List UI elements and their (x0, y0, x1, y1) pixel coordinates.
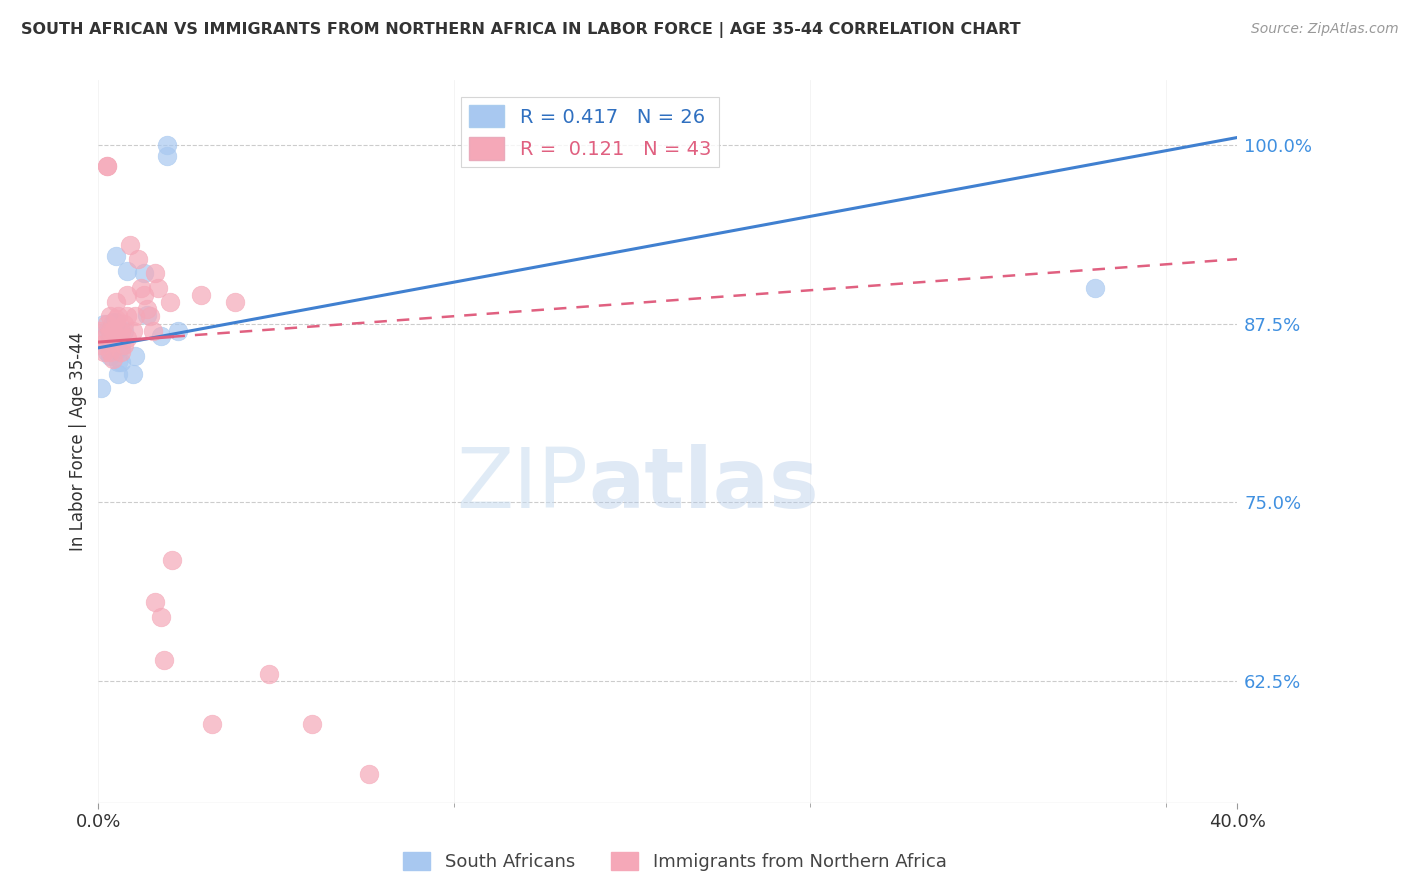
Point (98, 331, 121, 345)
Point (112, 324, 135, 338)
Point (132, 288, 155, 302)
Point (150, 609, 173, 624)
Point (107, 367, 129, 381)
Point (159, 295, 181, 310)
Point (90, 324, 112, 338)
Point (112, 338, 135, 352)
Point (115, 288, 138, 302)
Point (101, 352, 124, 367)
Point (101, 315, 124, 329)
Point (98, 310, 121, 324)
Point (104, 295, 127, 310)
Point (1084, 281, 1107, 295)
Point (96, 159, 118, 173)
Point (107, 324, 129, 338)
Point (110, 355, 132, 369)
Point (110, 324, 132, 338)
Point (156, 149, 179, 163)
Point (104, 249, 127, 263)
Point (124, 310, 146, 324)
Point (107, 310, 129, 324)
Point (110, 339, 132, 353)
Point (121, 324, 143, 338)
Point (98, 350, 121, 364)
Point (145, 595, 167, 609)
Point (90, 338, 112, 352)
Y-axis label: In Labor Force | Age 35-44: In Labor Force | Age 35-44 (69, 332, 87, 551)
Point (115, 263, 138, 277)
Point (190, 288, 212, 302)
Point (224, 295, 246, 310)
Point (96, 159, 118, 173)
Point (96, 317, 118, 331)
Point (90, 381, 112, 395)
Legend: South Africans, Immigrants from Northern Africa: South Africans, Immigrants from Northern… (396, 845, 953, 879)
Point (124, 350, 146, 364)
Point (135, 302, 157, 317)
Point (93, 317, 115, 331)
Point (132, 267, 155, 281)
Point (167, 324, 190, 338)
Point (121, 367, 143, 381)
Point (150, 329, 173, 343)
Point (301, 717, 323, 731)
Point (115, 331, 138, 345)
Point (96, 345, 118, 359)
Point (135, 308, 157, 322)
Text: SOUTH AFRICAN VS IMMIGRANTS FROM NORTHERN AFRICA IN LABOR FORCE | AGE 35-44 CORR: SOUTH AFRICAN VS IMMIGRANTS FROM NORTHER… (21, 22, 1021, 38)
Point (98, 345, 121, 359)
Point (96, 324, 118, 338)
Point (156, 137, 179, 152)
Legend: R = 0.417   N = 26, R =  0.121   N = 43: R = 0.417 N = 26, R = 0.121 N = 43 (461, 97, 718, 168)
Point (101, 335, 124, 350)
Point (93, 331, 115, 345)
Point (101, 338, 124, 352)
Point (101, 324, 124, 338)
Point (138, 310, 160, 324)
Point (129, 281, 152, 295)
Point (115, 310, 138, 324)
Point (145, 267, 167, 281)
Point (107, 343, 129, 357)
Point (357, 767, 380, 781)
Point (93, 345, 115, 359)
Point (153, 653, 176, 667)
Text: atlas: atlas (588, 444, 818, 525)
Point (162, 552, 184, 566)
Point (98, 324, 121, 338)
Point (104, 315, 127, 329)
Point (118, 237, 141, 252)
Text: Source: ZipAtlas.com: Source: ZipAtlas.com (1251, 22, 1399, 37)
Point (107, 355, 129, 369)
Point (141, 324, 163, 338)
Text: ZIP: ZIP (457, 444, 588, 525)
Point (112, 317, 135, 331)
Point (201, 717, 224, 731)
Point (148, 281, 170, 295)
Point (110, 345, 132, 359)
Point (127, 252, 149, 266)
Point (104, 312, 127, 326)
Point (259, 667, 281, 681)
